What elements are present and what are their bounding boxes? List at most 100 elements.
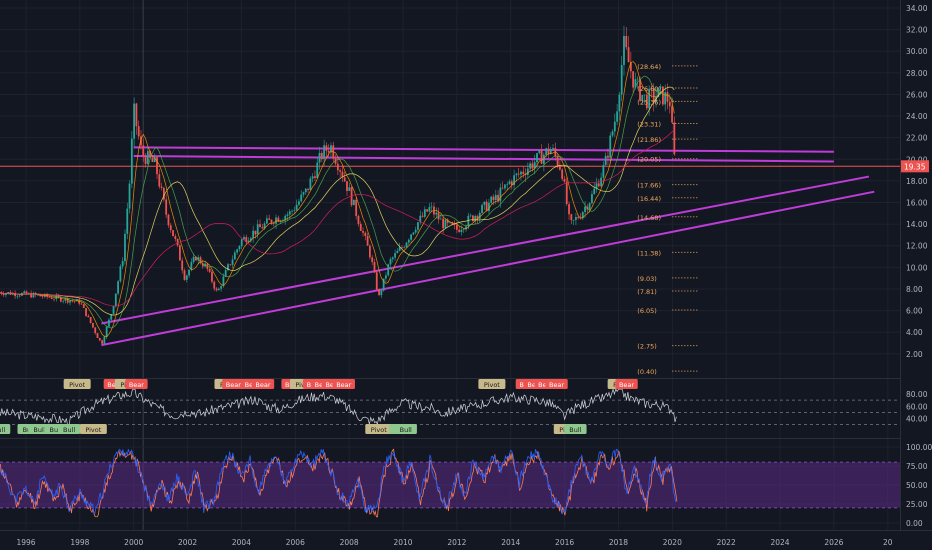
candle-body[interactable] <box>112 305 115 315</box>
candle-body[interactable] <box>37 294 39 296</box>
candle-body[interactable] <box>183 270 186 280</box>
candle-body[interactable] <box>661 86 664 105</box>
candle-body[interactable] <box>472 215 474 221</box>
candle-body[interactable] <box>295 204 298 211</box>
candle-body[interactable] <box>433 206 435 215</box>
candle-body[interactable] <box>128 183 131 209</box>
time-axis[interactable]: 1996 1998 2000 2002 2004 2006 2008 2010 2012 2014… <box>16 538 892 547</box>
candle-body[interactable] <box>394 253 396 258</box>
candle-body[interactable] <box>568 204 570 215</box>
price-axis[interactable]: 34.00 32.00 30.00 28.00 26.00 24.00 22.00 20.00… <box>906 4 928 359</box>
candle-body[interactable] <box>66 298 69 303</box>
candle-body[interactable] <box>140 136 142 146</box>
candle-body[interactable] <box>199 257 202 264</box>
marker-badge[interactable] <box>63 379 91 389</box>
candle-body[interactable] <box>506 184 509 185</box>
candle-body[interactable] <box>387 264 390 276</box>
candle-body[interactable] <box>515 173 518 176</box>
candle-body[interactable] <box>371 257 374 262</box>
candle-body[interactable] <box>501 187 504 189</box>
candle-body[interactable] <box>69 300 71 303</box>
candle-body[interactable] <box>437 212 440 220</box>
candle-body[interactable] <box>481 204 483 213</box>
oscillator-signal-line[interactable] <box>0 448 678 518</box>
candle-body[interactable] <box>39 294 42 297</box>
candle-body[interactable] <box>540 150 543 164</box>
candle-body[interactable] <box>156 157 158 175</box>
candle-body[interactable] <box>263 223 266 229</box>
candle-body[interactable] <box>446 219 449 223</box>
candle-body[interactable] <box>460 229 463 232</box>
candle-body[interactable] <box>160 186 163 188</box>
candle-body[interactable] <box>238 246 241 250</box>
candle-body[interactable] <box>467 215 470 227</box>
marker-badge[interactable] <box>394 424 417 434</box>
candle-body[interactable] <box>18 295 21 297</box>
candle-body[interactable] <box>401 247 403 248</box>
oscillator-main-line[interactable] <box>0 448 676 515</box>
candle-body[interactable] <box>485 201 488 211</box>
candle-body[interactable] <box>620 65 623 95</box>
candle-body[interactable] <box>169 225 172 231</box>
candle-body[interactable] <box>355 199 358 216</box>
candle-body[interactable] <box>341 171 344 178</box>
marker-badge[interactable] <box>0 424 11 434</box>
candle-body[interactable] <box>53 298 55 300</box>
candle-body[interactable] <box>343 177 346 182</box>
candle-body[interactable] <box>577 217 580 219</box>
candle-body[interactable] <box>673 122 676 155</box>
candle-body[interactable] <box>458 229 461 232</box>
candle-body[interactable] <box>32 293 35 298</box>
candle-body[interactable] <box>428 206 431 212</box>
candle-body[interactable] <box>552 147 554 150</box>
candle-body[interactable] <box>494 194 497 201</box>
candle-body[interactable] <box>268 218 271 220</box>
candle-body[interactable] <box>412 232 415 235</box>
candle-body[interactable] <box>575 217 577 220</box>
marker-badge[interactable] <box>57 424 81 434</box>
moving-average-line[interactable] <box>0 86 675 316</box>
oscillator-series[interactable] <box>0 448 678 518</box>
candle-body[interactable] <box>142 145 145 156</box>
trend-channel-lines[interactable] <box>101 146 875 347</box>
candle-body[interactable] <box>149 151 152 158</box>
candle-body[interactable] <box>311 176 314 179</box>
candle-body[interactable] <box>385 275 387 279</box>
candle-body[interactable] <box>652 89 655 102</box>
candle-body[interactable] <box>126 208 129 234</box>
candle-body[interactable] <box>240 239 243 247</box>
candle-body[interactable] <box>41 296 44 297</box>
candle-body[interactable] <box>403 247 406 248</box>
candle-body[interactable] <box>23 291 26 294</box>
candle-body[interactable] <box>245 237 248 243</box>
trend-channel-line[interactable] <box>133 146 834 153</box>
candle-body[interactable] <box>82 304 85 308</box>
candle-body[interactable] <box>14 292 16 297</box>
trend-channel-line[interactable] <box>101 175 870 325</box>
candle-body[interactable] <box>444 219 447 229</box>
candle-body[interactable] <box>563 178 566 182</box>
candle-body[interactable] <box>531 163 534 169</box>
candle-body[interactable] <box>208 268 211 272</box>
candle-body[interactable] <box>380 290 383 296</box>
candle-body[interactable] <box>87 315 90 318</box>
candle-body[interactable] <box>668 101 671 107</box>
candle-body[interactable] <box>407 239 410 243</box>
candle-body[interactable] <box>222 276 225 287</box>
candle-body[interactable] <box>346 181 348 191</box>
candle-body[interactable] <box>648 88 651 109</box>
candle-body[interactable] <box>339 170 342 172</box>
candle-body[interactable] <box>151 157 154 162</box>
candle-body[interactable] <box>591 194 593 204</box>
candle-body[interactable] <box>192 256 195 263</box>
candle-body[interactable] <box>359 223 362 231</box>
candle-body[interactable] <box>478 212 481 219</box>
candle-body[interactable] <box>334 158 337 164</box>
candle-body[interactable] <box>426 209 429 212</box>
candle-body[interactable] <box>618 94 621 112</box>
candle-body[interactable] <box>96 333 99 338</box>
candle-body[interactable] <box>613 121 616 132</box>
candle-body[interactable] <box>430 206 433 208</box>
candle-body[interactable] <box>504 184 506 189</box>
candle-body[interactable] <box>623 35 625 66</box>
